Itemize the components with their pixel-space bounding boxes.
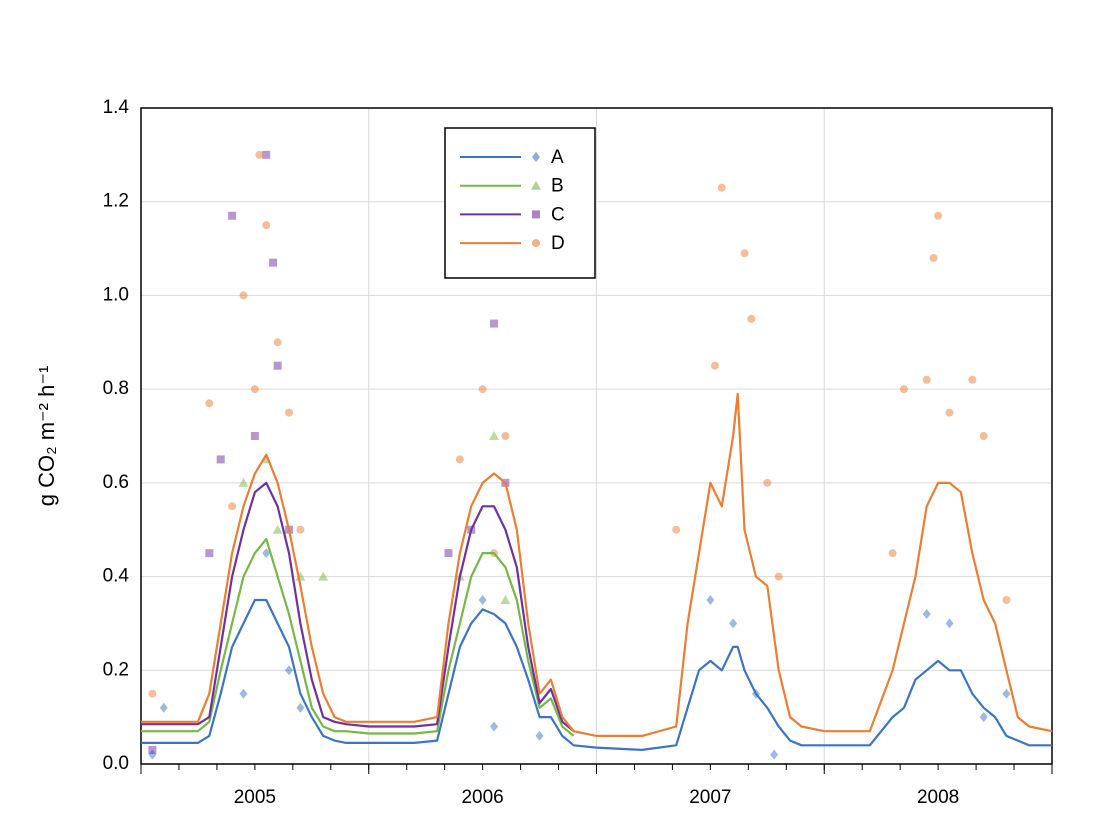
data-point [706,595,715,605]
x-tick-label: 2005 [234,787,276,808]
data-point [250,385,259,394]
data-point [205,549,214,558]
data-point [968,375,977,384]
data-point [444,549,453,558]
legend-label: D [551,233,565,254]
legend-label: A [551,147,564,168]
y-tick-label: 1.2 [103,191,129,212]
data-point [285,665,294,676]
data-point [979,432,988,440]
data-point [255,150,264,159]
y-tick-label: 0.2 [103,659,129,680]
legend-box [444,127,596,279]
data-point [710,361,719,370]
data-point [500,595,511,604]
x-tick-label: 2008 [917,787,959,808]
data-point [250,432,259,440]
data-point [489,431,500,440]
data-point [273,361,282,370]
data-point [262,548,271,559]
data-point [478,385,487,394]
data-point [228,211,237,220]
x-tick-label: 2007 [689,787,731,808]
data-point [922,375,931,384]
data-point [269,258,278,267]
data-point [490,721,499,732]
data-point [296,702,305,713]
data-point [239,291,248,300]
data-point [272,524,283,534]
y-tick-label: 1.0 [103,284,129,305]
data-point [262,150,271,159]
data-point [763,478,772,487]
data-point [159,702,168,713]
data-point [318,571,329,581]
y-tick-label: 0.8 [103,378,129,399]
data-point [148,689,157,698]
data-point [238,477,249,487]
series-points [148,150,1011,698]
data-point [205,399,214,408]
y-tick-label: 1.4 [103,97,130,118]
data-point [501,432,510,440]
data-point [740,249,749,258]
x-tick-label: 2006 [461,787,503,808]
data-point [228,502,237,511]
data-point [888,549,897,558]
data-point [239,688,248,699]
data-point [747,314,756,323]
data-point [148,745,157,754]
series-line [141,538,575,737]
data-point [273,338,282,347]
data-point [285,408,294,417]
data-point [774,572,783,581]
data-point [1002,688,1011,699]
legend-label: C [551,204,565,225]
data-point [455,455,464,464]
series-line [141,481,575,733]
series-line [141,598,1052,751]
y-tick-label: 0.6 [103,472,129,493]
data-point [770,749,779,760]
legend-marker [532,210,540,219]
data-point [216,455,225,464]
legend-marker [532,152,540,162]
y-tick-label: 0.4 [103,566,130,587]
data-point [929,253,938,262]
data-point [296,525,305,534]
data-point [262,221,271,230]
legend-marker [532,239,540,248]
y-axis-label: g CO₂ m⁻² h⁻¹ [34,366,59,507]
data-point [729,618,738,629]
data-point [899,385,908,394]
data-point [934,211,943,220]
data-point [478,595,487,605]
data-point [490,319,499,328]
legend-marker [531,180,541,190]
data-point [945,408,954,417]
y-tick-label: 0.0 [103,753,129,774]
data-point [945,618,954,629]
data-point [1002,596,1011,604]
data-point [922,609,931,620]
series-line [141,392,1053,737]
data-point [979,712,988,723]
data-point [717,183,726,192]
data-point [535,730,544,741]
data-point [672,525,681,534]
plot-frame [140,107,1053,765]
legend-label: B [551,176,564,197]
